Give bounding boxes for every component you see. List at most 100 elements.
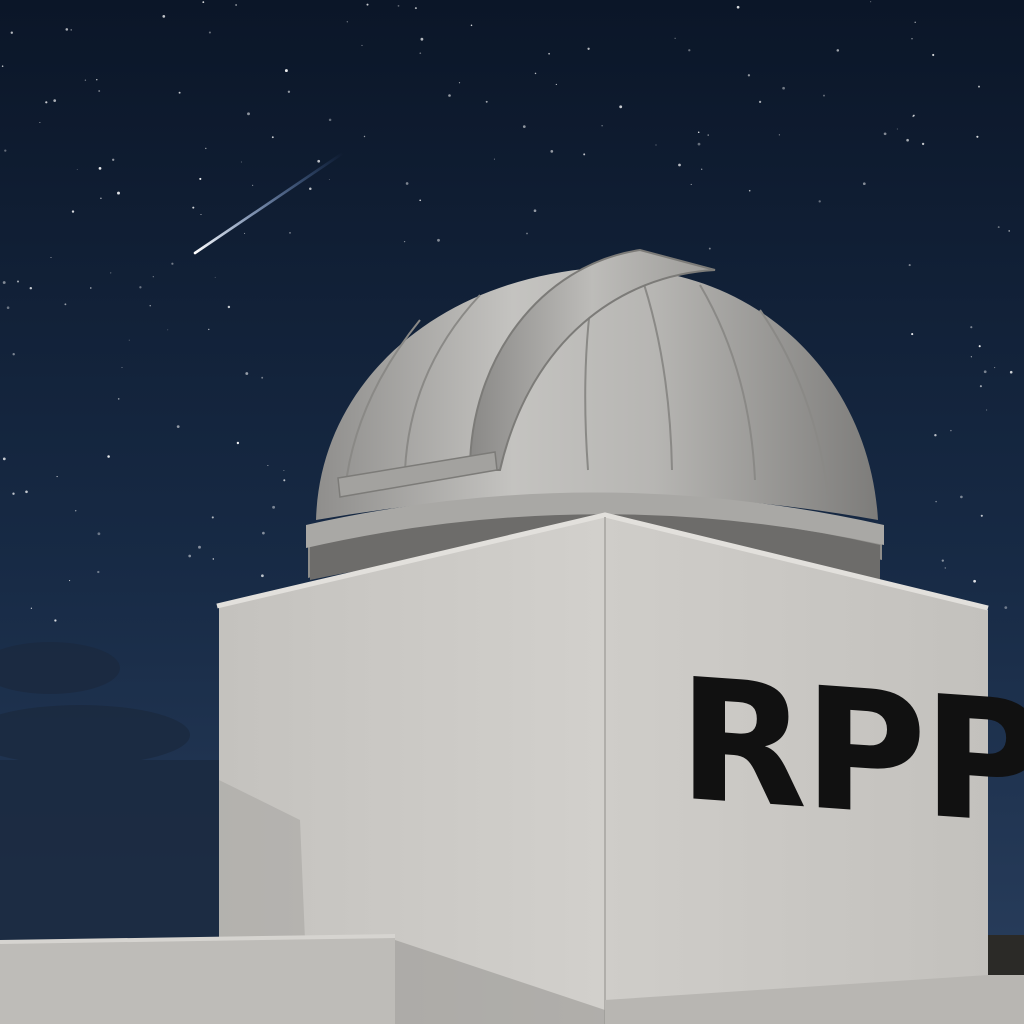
- star: [941, 559, 944, 562]
- star: [240, 161, 242, 163]
- star: [470, 24, 473, 27]
- star: [458, 82, 461, 84]
- star: [30, 607, 33, 609]
- star: [960, 495, 963, 499]
- star: [289, 232, 291, 234]
- building-right-wall: [605, 517, 988, 1024]
- dome-seams: [344, 271, 829, 496]
- star: [534, 72, 537, 75]
- star: [328, 179, 330, 181]
- star: [212, 558, 215, 560]
- star: [271, 136, 274, 139]
- dome-shutter: [468, 248, 716, 471]
- star: [236, 441, 240, 445]
- star: [346, 21, 348, 23]
- star: [994, 367, 996, 369]
- star: [45, 101, 48, 104]
- star: [533, 209, 537, 213]
- building-sign: RPP: [678, 642, 1024, 863]
- star: [688, 49, 691, 52]
- star: [978, 85, 980, 88]
- star: [25, 490, 28, 494]
- star: [272, 505, 276, 509]
- star: [117, 191, 120, 195]
- star: [419, 199, 422, 202]
- star: [911, 38, 913, 40]
- star: [970, 326, 973, 329]
- star: [97, 570, 100, 574]
- star: [970, 356, 972, 358]
- star: [1, 65, 4, 67]
- star: [208, 328, 210, 331]
- star: [397, 5, 400, 7]
- star: [911, 333, 914, 336]
- star: [550, 150, 554, 153]
- star: [778, 134, 780, 136]
- star: [522, 125, 526, 128]
- shutter-lip: [337, 451, 498, 498]
- star: [76, 169, 78, 170]
- star: [493, 158, 495, 160]
- star: [862, 182, 866, 186]
- horizon-clouds: [0, 642, 230, 950]
- star: [983, 370, 987, 374]
- star: [328, 118, 332, 122]
- star: [707, 134, 709, 136]
- star: [227, 305, 231, 309]
- star: [96, 79, 98, 81]
- star: [214, 276, 216, 278]
- star: [978, 345, 981, 348]
- star: [10, 31, 13, 34]
- star: [674, 37, 676, 39]
- star: [980, 514, 983, 517]
- star: [979, 385, 982, 388]
- star: [823, 94, 825, 97]
- star: [171, 262, 174, 265]
- star: [56, 476, 58, 478]
- star: [708, 247, 711, 250]
- star: [97, 532, 101, 536]
- star: [198, 545, 201, 549]
- star: [235, 4, 237, 6]
- star: [69, 580, 71, 582]
- star: [697, 131, 700, 134]
- star: [84, 79, 87, 81]
- star: [317, 159, 321, 163]
- star: [251, 184, 254, 187]
- star: [16, 280, 20, 283]
- star: [419, 52, 422, 55]
- building-base-ledge: [605, 975, 1024, 1024]
- star: [74, 510, 77, 512]
- star: [284, 69, 288, 73]
- star: [211, 516, 214, 519]
- star: [2, 281, 6, 284]
- star: [587, 47, 590, 50]
- star: [283, 470, 285, 471]
- star: [178, 91, 181, 94]
- star: [208, 31, 211, 34]
- star: [548, 52, 550, 55]
- star: [205, 147, 207, 150]
- star: [117, 398, 120, 400]
- building-roof-edge: [216, 512, 989, 611]
- star: [65, 28, 69, 31]
- star: [437, 238, 440, 242]
- star: [701, 168, 703, 170]
- star: [836, 49, 840, 52]
- star: [309, 187, 312, 191]
- star: [363, 135, 366, 138]
- star: [71, 210, 75, 213]
- star: [64, 303, 67, 306]
- star: [39, 122, 41, 123]
- star: [913, 114, 915, 117]
- star: [619, 105, 623, 109]
- observatory-dome: [316, 267, 878, 520]
- star: [361, 44, 363, 46]
- star: [748, 189, 751, 192]
- ground-shadow: [395, 940, 605, 1024]
- star: [1009, 370, 1013, 374]
- meteor-streak: [193, 151, 345, 255]
- star: [167, 329, 169, 331]
- star: [747, 74, 751, 77]
